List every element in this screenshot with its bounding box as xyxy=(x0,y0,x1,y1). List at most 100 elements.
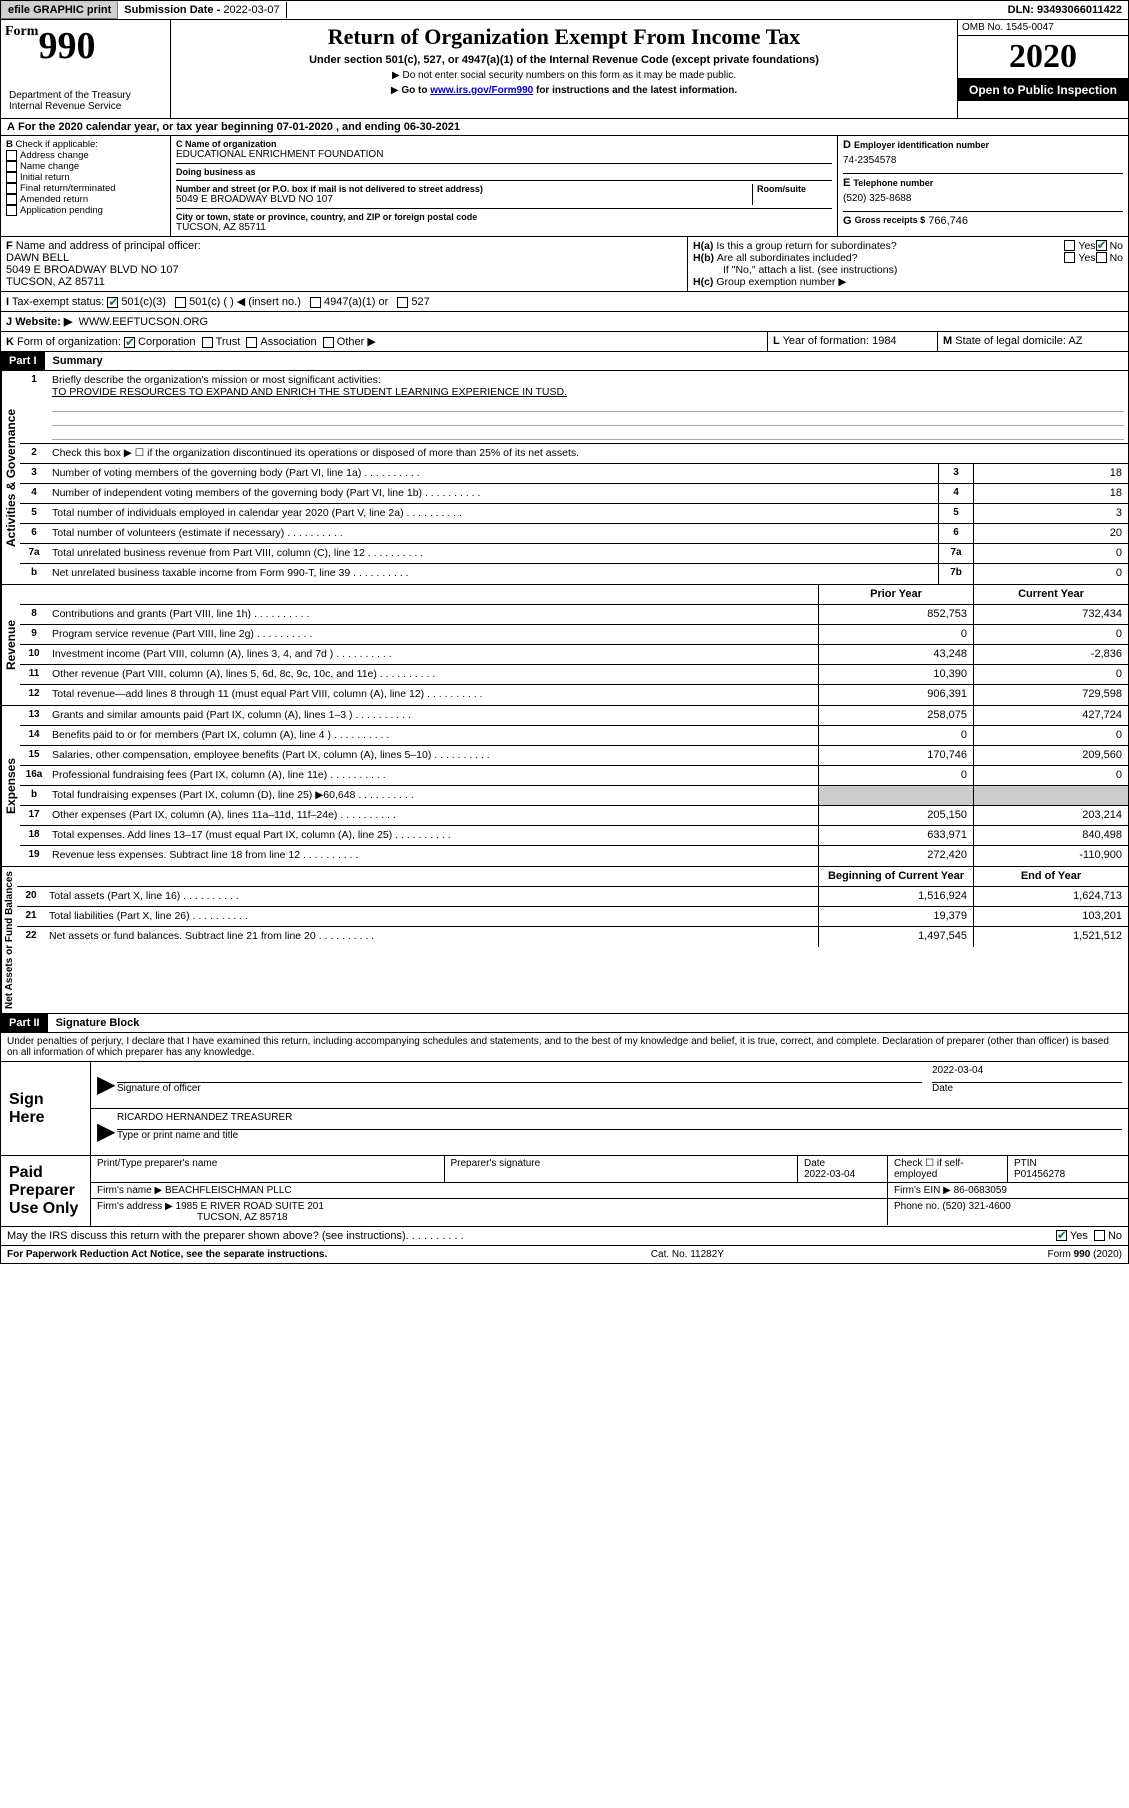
officer-addr2: TUCSON, AZ 85711 xyxy=(6,276,105,288)
omb-number: OMB No. 1545-0047 xyxy=(958,20,1128,36)
public-inspection: Open to Public Inspection xyxy=(958,79,1128,101)
cb-501c3[interactable] xyxy=(107,297,118,308)
sign-here-label: Sign Here xyxy=(1,1062,91,1155)
website: WWW.EEFTUCSON.ORG xyxy=(78,316,208,328)
paid-preparer-label: Paid Preparer Use Only xyxy=(1,1156,91,1226)
form-title: Return of Organization Exempt From Incom… xyxy=(179,24,949,50)
sign-here-section: Sign Here ▶ Signature of officer 2022-03… xyxy=(0,1062,1129,1156)
prior-15: 170,746 xyxy=(818,746,973,765)
irs-link[interactable]: www.irs.gov/Form990 xyxy=(430,85,533,96)
side-expenses: Expenses xyxy=(1,706,20,866)
checkbox-name[interactable] xyxy=(6,161,17,172)
side-netassets: Net Assets or Fund Balances xyxy=(1,867,17,1013)
declaration: Under penalties of perjury, I declare th… xyxy=(0,1033,1129,1062)
tax-exempt-row: I Tax-exempt status: 501(c)(3) 501(c) ( … xyxy=(0,292,1129,312)
officer-addr1: 5049 E BROADWAY BLVD NO 107 xyxy=(6,264,179,276)
part2-header: Part IISignature Block xyxy=(0,1014,1129,1033)
officer-group-row: F Name and address of principal officer:… xyxy=(0,237,1129,292)
prior-14: 0 xyxy=(818,726,973,745)
checkbox-amended[interactable] xyxy=(6,194,17,205)
current-14: 0 xyxy=(973,726,1128,745)
prior-16a: 0 xyxy=(818,766,973,785)
prior-8: 852,753 xyxy=(818,605,973,624)
prior-13: 258,075 xyxy=(818,706,973,725)
gov-val-5: 3 xyxy=(973,504,1128,523)
cb-other[interactable] xyxy=(323,337,334,348)
expenses-section: Expenses 13Grants and similar amounts pa… xyxy=(0,706,1129,867)
checkbox-final[interactable] xyxy=(6,183,17,194)
side-governance: Activities & Governance xyxy=(1,371,20,584)
prep-date: 2022-03-04 xyxy=(804,1169,881,1180)
prior-11: 10,390 xyxy=(818,665,973,684)
cb-501c[interactable] xyxy=(175,297,186,308)
ein: 74-2354578 xyxy=(843,151,1123,170)
section-b: B Check if applicable: Address change Na… xyxy=(1,136,171,236)
current-8: 732,434 xyxy=(973,605,1128,624)
mission: TO PROVIDE RESOURCES TO EXPAND AND ENRIC… xyxy=(52,386,567,398)
current-16a: 0 xyxy=(973,766,1128,785)
current-19: -110,900 xyxy=(973,846,1128,866)
prior-10: 43,248 xyxy=(818,645,973,664)
prior-20: 1,516,924 xyxy=(818,887,973,906)
submission-date: Submission Date - 2022-03-07 xyxy=(118,2,286,18)
form-org-row: K Form of organization: Corporation Trus… xyxy=(0,332,1129,352)
ha-no[interactable] xyxy=(1096,240,1107,251)
checkbox-address[interactable] xyxy=(6,150,17,161)
efile-print-button[interactable]: efile GRAPHIC print xyxy=(1,1,118,19)
section-c: C Name of organization EDUCATIONAL ENRIC… xyxy=(171,136,838,236)
officer-name: DAWN BELL xyxy=(6,252,69,264)
checkbox-pending[interactable] xyxy=(6,205,17,216)
section-d-e-g: D Employer identification number 74-2354… xyxy=(838,136,1128,236)
dln: DLN: 93493066011422 xyxy=(1002,2,1128,18)
prior-19: 272,420 xyxy=(818,846,973,866)
cb-4947[interactable] xyxy=(310,297,321,308)
street-address: 5049 E BROADWAY BLVD NO 107 xyxy=(176,194,752,205)
sign-date: 2022-03-04 xyxy=(932,1065,1122,1083)
cb-trust[interactable] xyxy=(202,337,213,348)
current-18: 840,498 xyxy=(973,826,1128,845)
prior-12: 906,391 xyxy=(818,685,973,705)
current-17: 203,214 xyxy=(973,806,1128,825)
netassets-section: Net Assets or Fund Balances Beginning of… xyxy=(0,867,1129,1014)
form-number: Form990 xyxy=(5,24,166,68)
revenue-section: Revenue Prior YearCurrent Year 8Contribu… xyxy=(0,585,1129,706)
cb-corp[interactable] xyxy=(124,337,135,348)
prior-22: 1,497,545 xyxy=(818,927,973,947)
hb-no[interactable] xyxy=(1096,252,1107,263)
gov-val-7a: 0 xyxy=(973,544,1128,563)
gov-val-4: 18 xyxy=(973,484,1128,503)
arrow-icon: ▶ xyxy=(97,1065,117,1105)
discuss-row: May the IRS discuss this return with the… xyxy=(0,1227,1129,1246)
firm-addr2: TUCSON, AZ 85718 xyxy=(97,1212,288,1223)
prior-17: 205,150 xyxy=(818,806,973,825)
paid-preparer-section: Paid Preparer Use Only Print/Type prepar… xyxy=(0,1156,1129,1227)
checkbox-initial[interactable] xyxy=(6,172,17,183)
form-header: Form990 Department of the Treasury Inter… xyxy=(0,20,1129,119)
gross-receipts: 766,746 xyxy=(928,215,968,227)
cb-assoc[interactable] xyxy=(246,337,257,348)
prior-21: 19,379 xyxy=(818,907,973,926)
discuss-yes[interactable] xyxy=(1056,1230,1067,1241)
city-state-zip: TUCSON, AZ 85711 xyxy=(176,222,832,233)
arrow-icon: ▶ xyxy=(97,1112,117,1152)
current-12: 729,598 xyxy=(973,685,1128,705)
year-formation: 1984 xyxy=(872,335,896,347)
current-10: -2,836 xyxy=(973,645,1128,664)
side-revenue: Revenue xyxy=(1,585,20,705)
website-row: J Website: ▶ WWW.EEFTUCSON.ORG xyxy=(0,312,1129,332)
ha-yes[interactable] xyxy=(1064,240,1075,251)
discuss-no[interactable] xyxy=(1094,1230,1105,1241)
hb-yes[interactable] xyxy=(1064,252,1075,263)
note-ssn: Do not enter social security numbers on … xyxy=(179,70,949,81)
firm-name: BEACHFLEISCHMAN PLLC xyxy=(165,1185,292,1196)
current-9: 0 xyxy=(973,625,1128,644)
phone: (520) 325-8688 xyxy=(843,189,1123,208)
form-page: efile GRAPHIC print Submission Date - 20… xyxy=(0,0,1129,1264)
gov-val-6: 20 xyxy=(973,524,1128,543)
current-15: 209,560 xyxy=(973,746,1128,765)
domicile: AZ xyxy=(1068,335,1082,347)
top-bar: efile GRAPHIC print Submission Date - 20… xyxy=(0,0,1129,20)
cb-527[interactable] xyxy=(397,297,408,308)
current-21: 103,201 xyxy=(973,907,1128,926)
org-name: EDUCATIONAL ENRICHMENT FOUNDATION xyxy=(176,149,832,160)
